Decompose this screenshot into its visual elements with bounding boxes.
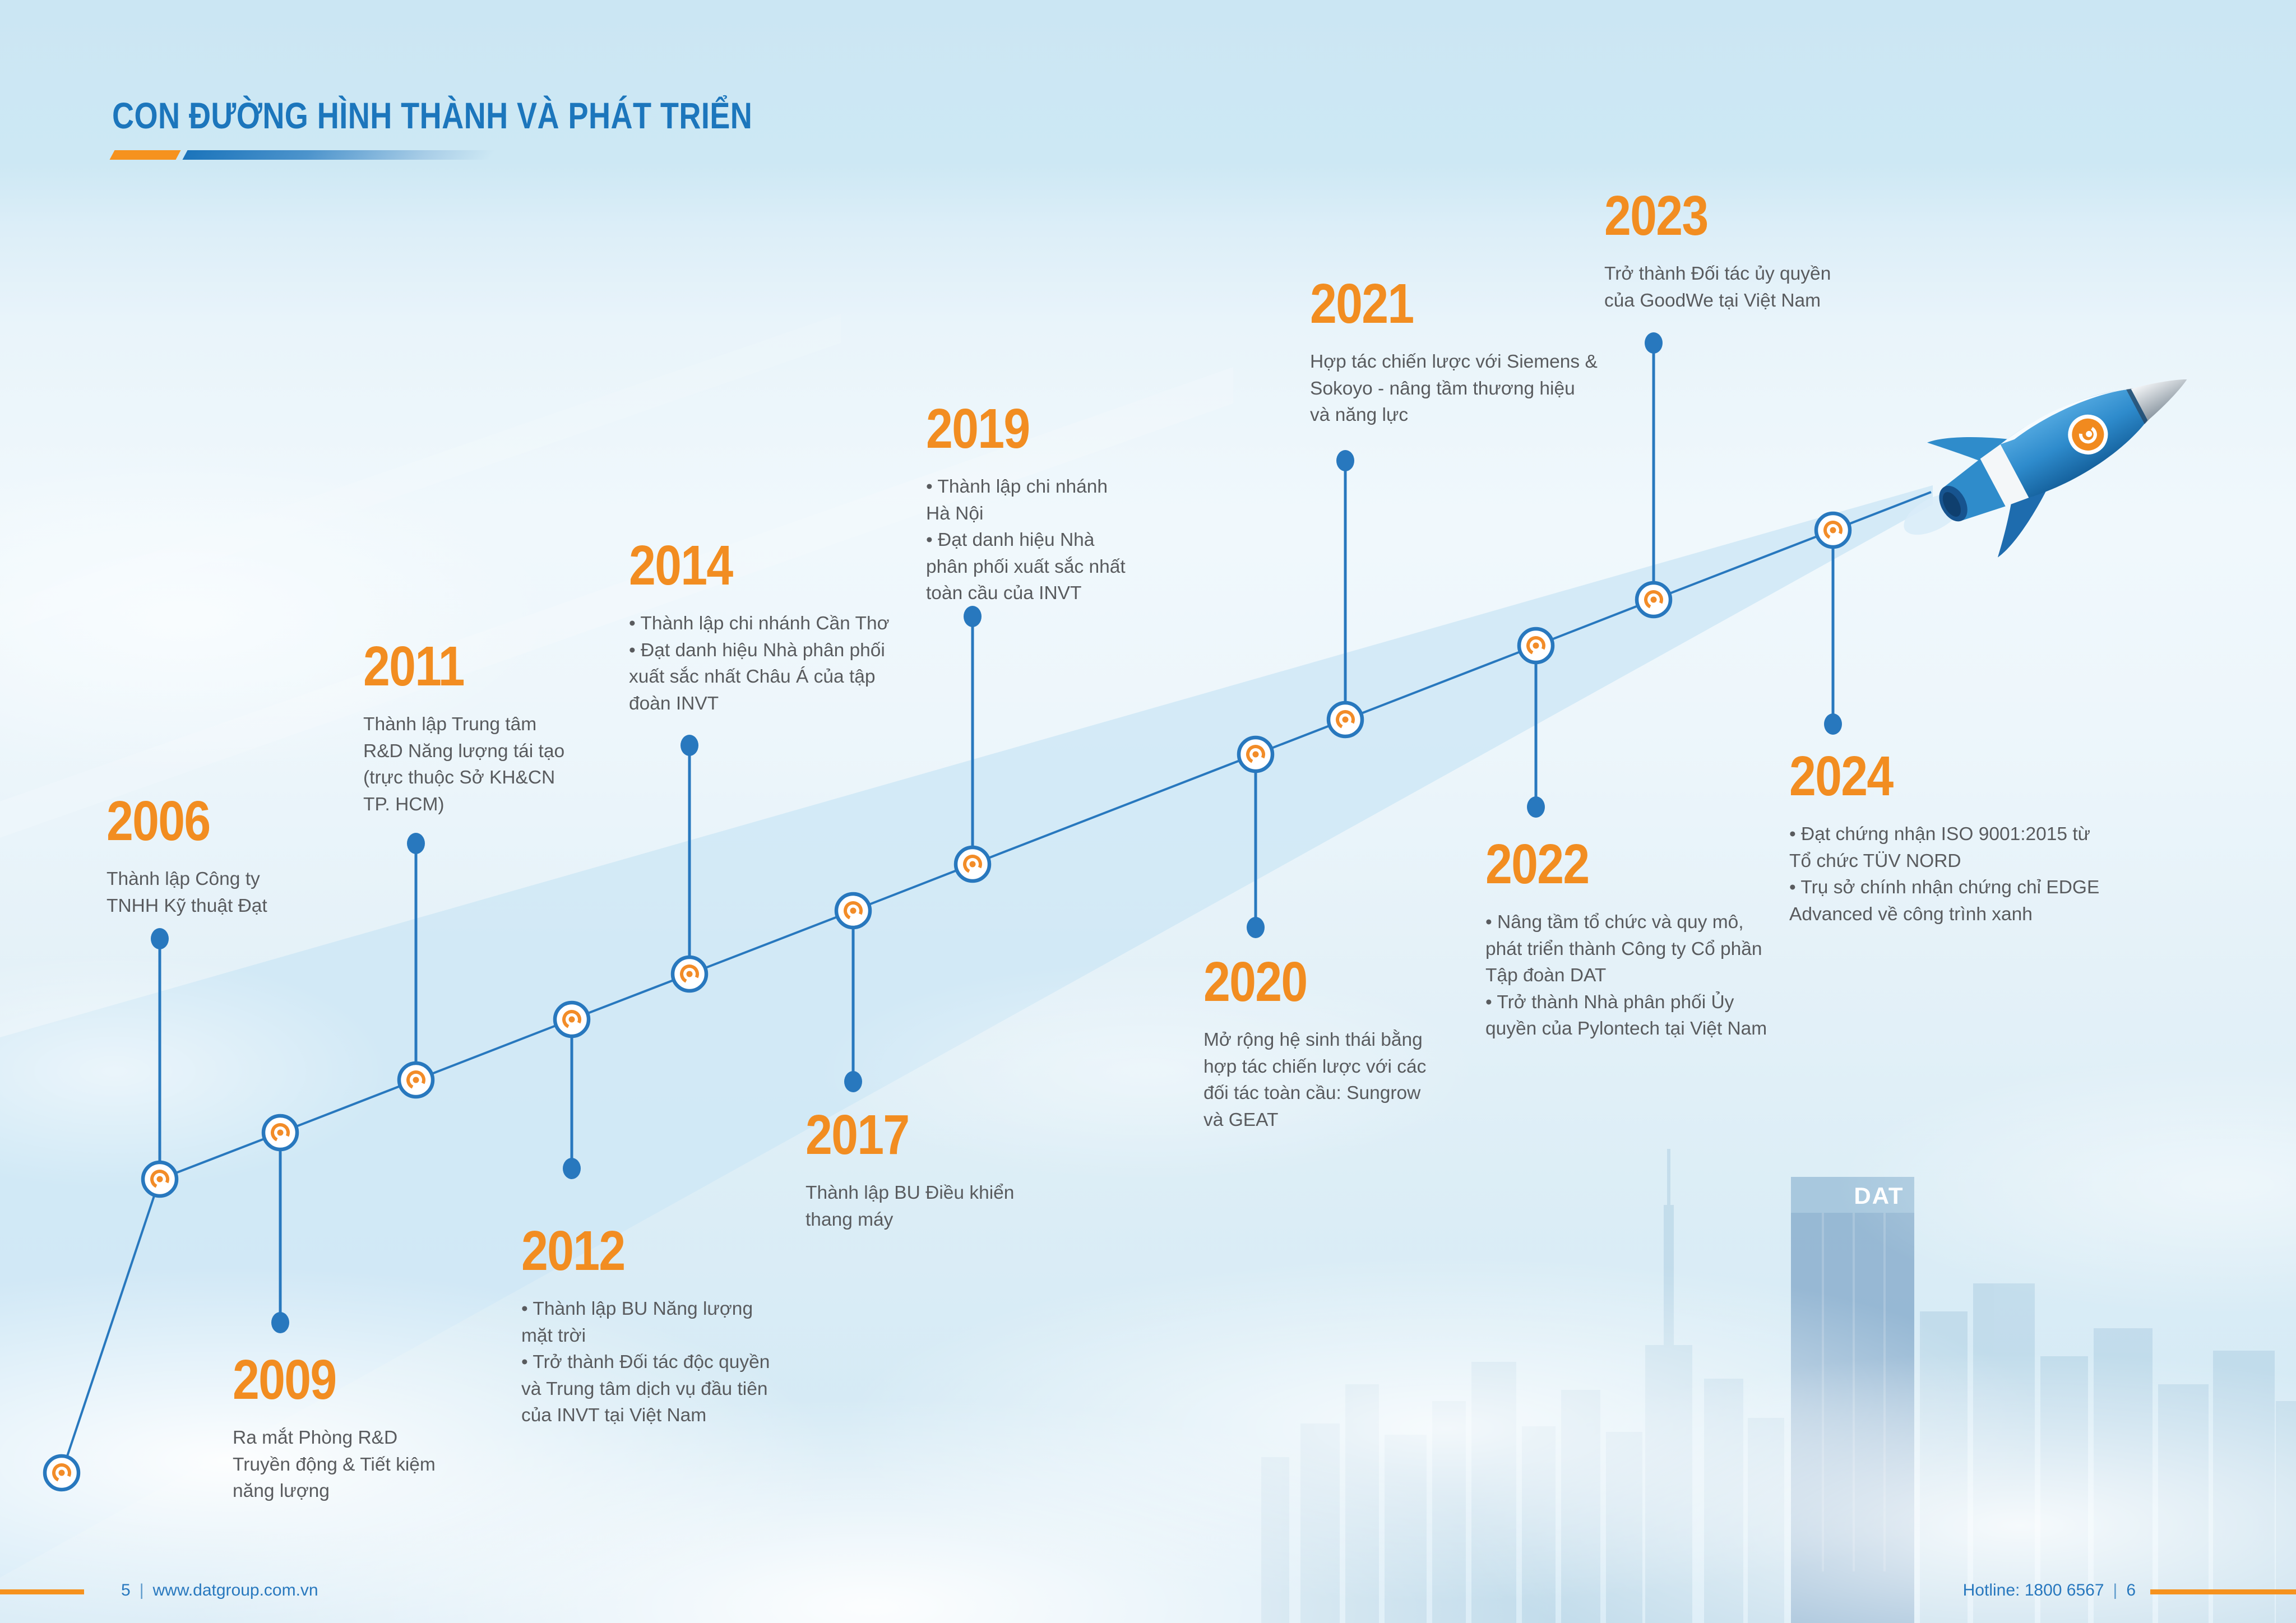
milestone-marker-2014: [673, 957, 706, 991]
milestone-2023: 2023 Trở thành Đối tác ủy quyền của Good…: [1604, 184, 1868, 314]
milestone-2017: 2017 Thành lập BU Điều khiển thang máy: [806, 1103, 1058, 1233]
milestone-year: 2023: [1604, 184, 1709, 247]
milestone-marker-2012: [555, 1003, 589, 1036]
milestone-year: 2022: [1485, 833, 1590, 896]
page-number-right: 6: [2126, 1581, 2136, 1599]
milestone-year: 2014: [629, 534, 733, 597]
milestone-year: 2021: [1310, 272, 1414, 335]
footer-separator: |: [139, 1581, 144, 1599]
timeline-start-marker: [45, 1456, 78, 1490]
dat-logo-icon: [2068, 414, 2108, 455]
milestone-marker-2009: [263, 1116, 297, 1149]
milestone-marker-2006: [143, 1162, 177, 1196]
title-underline-orange: [109, 150, 181, 160]
milestone-marker-2023: [1637, 583, 1670, 616]
title-underline: [109, 150, 893, 160]
milestone-year: 2006: [107, 790, 211, 852]
footer-website: www.datgroup.com.vn: [152, 1581, 318, 1599]
milestone-desc: • Đạt chứng nhận ISO 9001:2015 từ Tổ chứ…: [1789, 824, 2100, 925]
milestone-2020: 2020 Mở rộng hệ sinh thái bằng hợp tác c…: [1203, 950, 1461, 1133]
milestone-year: 2019: [926, 397, 1030, 460]
footer-rule-right: [2150, 1589, 2296, 1594]
page-title: CON ĐƯỜNG HÌNH THÀNH VÀ PHÁT TRIỂN: [112, 95, 753, 136]
milestone-marker-2022: [1519, 629, 1553, 662]
milestone-desc: Trở thành Đối tác ủy quyền của GoodWe tạ…: [1604, 263, 1831, 311]
milestone-marker-2024: [1816, 513, 1850, 547]
milestone-year: 2020: [1203, 950, 1308, 1013]
milestone-year: 2011: [363, 635, 465, 698]
milestone-desc: • Thành lập chi nhánh Cần Thơ • Đạt danh…: [629, 613, 890, 714]
milestone-desc: Thành lập BU Điều khiển thang máy: [806, 1183, 1015, 1230]
footer-right: Hotline: 1800 6567 | 6: [1963, 1581, 2136, 1600]
milestone-desc: • Thành lập chi nhánh Hà Nội • Đạt danh …: [926, 476, 1126, 604]
milestone-2022: 2022 • Nâng tầm tổ chức và quy mô, phát …: [1485, 833, 1788, 1042]
milestone-2014: 2014 • Thành lập chi nhánh Cần Thơ • Đạt…: [629, 534, 915, 717]
page-header: CON ĐƯỜNG HÌNH THÀNH VÀ PHÁT TRIỂN: [109, 94, 893, 160]
page-number-left: 5: [121, 1581, 131, 1599]
milestone-2011: 2011 Thành lập Trung tâm R&D Năng lượng …: [363, 635, 587, 818]
milestone-stems: [158, 343, 1835, 1323]
milestone-2021: 2021 Hợp tác chiến lược với Siemens & So…: [1310, 272, 1635, 429]
footer-separator: |: [2113, 1581, 2118, 1599]
milestone-desc: Thành lập Công ty TNHH Kỹ thuật Đạt: [107, 869, 267, 916]
milestone-desc: Ra mắt Phòng R&D Truyền động & Tiết kiệm…: [233, 1427, 436, 1502]
milestone-marker-2011: [399, 1063, 433, 1097]
footer-hotline: Hotline: 1800 6567: [1962, 1581, 2104, 1599]
milestone-marker-2017: [836, 894, 870, 928]
milestone-marker-2019: [956, 847, 989, 881]
milestone-desc: Thành lập Trung tâm R&D Năng lượng tái t…: [363, 714, 565, 815]
milestone-2019: 2019 • Thành lập chi nhánh Hà Nội • Đạt …: [926, 397, 1161, 607]
footer-left: 5 | www.datgroup.com.vn: [121, 1581, 318, 1600]
title-underline-blue: [182, 150, 495, 160]
milestone-2024: 2024 • Đạt chứng nhận ISO 9001:2015 từ T…: [1789, 745, 2114, 928]
milestone-2009: 2009 Ra mắt Phòng R&D Truyền động & Tiết…: [233, 1348, 474, 1505]
milestone-year: 2009: [233, 1348, 337, 1411]
milestone-2006: 2006 Thành lập Công ty TNHH Kỹ thuật Đạt: [107, 790, 320, 919]
timeline-line: [61, 491, 1932, 1473]
footer-rule-left: [0, 1589, 84, 1594]
milestone-desc: • Thành lập BU Năng lượng mặt trời • Trở…: [521, 1299, 770, 1426]
milestone-desc: • Nâng tầm tổ chức và quy mô, phát triển…: [1485, 912, 1767, 1040]
milestone-desc: Mở rộng hệ sinh thái bằng hợp tác chiến …: [1203, 1030, 1427, 1130]
milestone-year: 2012: [521, 1219, 626, 1282]
milestone-marker-2020: [1239, 738, 1272, 771]
rocket-icon: [1904, 379, 2187, 558]
milestone-2012: 2012 • Thành lập BU Năng lượng mặt trời …: [521, 1219, 790, 1429]
milestone-dots: [151, 332, 1842, 1333]
milestone-desc: Hợp tác chiến lược với Siemens & Sokoyo …: [1310, 351, 1598, 426]
milestone-year: 2024: [1789, 745, 1894, 808]
milestone-year: 2017: [806, 1103, 910, 1166]
milestone-marker-2021: [1328, 703, 1362, 736]
